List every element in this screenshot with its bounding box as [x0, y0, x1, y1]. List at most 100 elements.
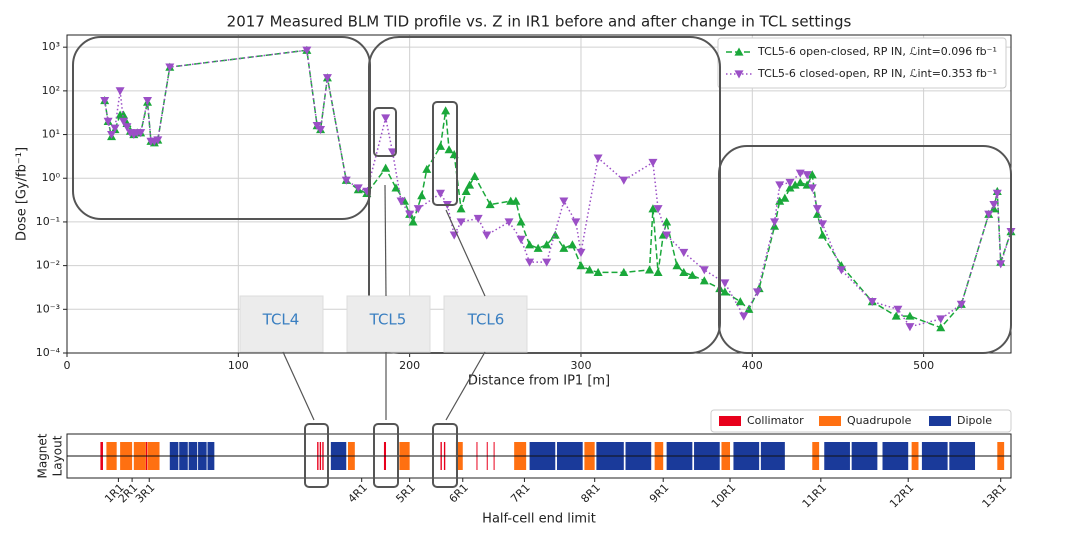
- data-point: [322, 74, 332, 83]
- data-point: [593, 267, 603, 276]
- data-point: [679, 267, 689, 276]
- data-point: [807, 170, 817, 179]
- data-point: [470, 171, 480, 181]
- data-point: [435, 189, 445, 198]
- data-point: [785, 183, 795, 192]
- data-point: [413, 205, 423, 214]
- annotation-label: TCL4: [262, 311, 300, 329]
- data-point: [905, 323, 915, 332]
- data-point: [456, 218, 466, 227]
- y-axis-label: Magnet: [36, 433, 50, 478]
- y-tick-label: 10⁰: [42, 171, 61, 184]
- data-point: [867, 298, 877, 307]
- data-point: [648, 158, 658, 167]
- series-line: [103, 49, 1012, 329]
- data-point: [662, 231, 672, 240]
- data-point: [381, 114, 391, 123]
- x-axis-label: Half-cell end limit: [482, 512, 596, 527]
- data-point: [153, 136, 163, 145]
- data-point: [699, 276, 709, 285]
- chart-title: 2017 Measured BLM TID profile vs. Z in I…: [227, 13, 852, 31]
- data-point: [653, 205, 663, 214]
- data-point: [516, 217, 526, 226]
- data-point: [785, 178, 795, 187]
- y-axis-label: Dose [Gy/fb⁻¹]: [15, 147, 30, 241]
- data-point: [119, 110, 129, 119]
- region-box: [373, 107, 397, 157]
- data-point: [720, 287, 730, 296]
- data-point: [735, 297, 745, 306]
- data-point: [107, 130, 117, 140]
- annotations: TCL4 TCL5 TCL6: [72, 36, 1012, 488]
- data-point: [936, 315, 946, 324]
- data-point: [795, 177, 805, 187]
- annotation-label: TCL5: [369, 311, 407, 329]
- data-point: [984, 210, 994, 219]
- y-tick-label: 10⁻³: [36, 302, 60, 315]
- data-point: [456, 204, 466, 213]
- data-point: [790, 180, 800, 189]
- x-axis-label: Distance from IP1 [m]: [468, 374, 610, 389]
- label-box: [346, 295, 431, 353]
- x-tick-label: 300: [570, 359, 591, 372]
- data-point: [525, 258, 535, 267]
- data-point: [818, 220, 828, 229]
- data-point: [473, 214, 483, 223]
- data-point: [525, 240, 535, 249]
- data-point: [571, 218, 581, 227]
- y-tick-label: 10¹: [42, 128, 60, 141]
- data-point: [485, 200, 495, 209]
- x-tick-label: 200: [399, 359, 420, 372]
- data-point: [770, 218, 780, 227]
- x-tick-label: 500: [913, 359, 934, 372]
- data-point: [302, 46, 312, 55]
- data-point: [807, 184, 817, 193]
- data-point: [593, 154, 603, 163]
- data-point: [720, 279, 730, 288]
- y-axis-label: Layout: [51, 435, 65, 476]
- data-point: [482, 231, 492, 240]
- data-point: [687, 270, 697, 279]
- data-point: [444, 145, 454, 154]
- data-point: [662, 217, 672, 226]
- x-tick-label: 0: [64, 359, 71, 372]
- data-point: [417, 191, 427, 200]
- y-tick-label: 10⁻¹: [36, 215, 60, 228]
- data-point: [648, 204, 658, 213]
- data-point: [836, 266, 846, 275]
- data-point: [316, 125, 326, 135]
- data-point: [739, 312, 749, 321]
- data-point: [381, 163, 391, 172]
- data-point: [992, 189, 1002, 198]
- data-point: [996, 260, 1006, 269]
- data-point: [653, 267, 663, 276]
- x-tick-label: 100: [228, 359, 249, 372]
- arrow: [282, 351, 315, 421]
- legend-label: Dipole: [957, 414, 992, 427]
- region-box: [432, 101, 458, 206]
- legend-label: Quadrupole: [847, 414, 912, 427]
- legend-swatch: [719, 416, 741, 426]
- data-point: [989, 200, 999, 210]
- data-point: [936, 323, 946, 332]
- arrow: [445, 209, 486, 297]
- data-point: [441, 106, 451, 115]
- data-point: [891, 311, 901, 320]
- data-point: [619, 176, 629, 185]
- data-point: [780, 193, 790, 202]
- legend-box: [717, 37, 1007, 89]
- legend-marker: [734, 47, 744, 56]
- legend-label: TCL5-6 open-closed, RP IN, ℒint=0.096 fb…: [757, 45, 997, 58]
- data-point: [136, 129, 146, 138]
- label-box: [443, 295, 528, 353]
- data-point: [802, 171, 812, 180]
- legend-swatch: [819, 416, 841, 426]
- legend-box: [710, 409, 1012, 433]
- x-tick-label: 400: [742, 359, 763, 372]
- data-point: [542, 258, 552, 267]
- data-point: [408, 217, 418, 226]
- data-point: [775, 181, 785, 190]
- data-point: [567, 240, 577, 249]
- series-line: [103, 49, 1012, 328]
- data-point: [550, 230, 560, 239]
